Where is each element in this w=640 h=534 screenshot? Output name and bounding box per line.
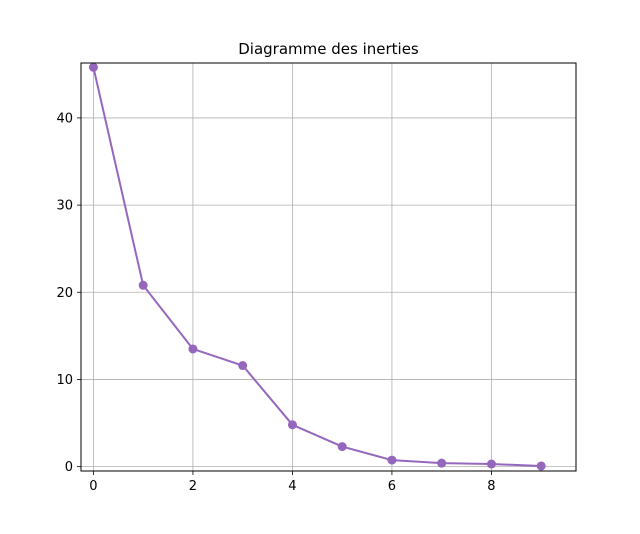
data-point	[486, 459, 496, 469]
data-point	[238, 361, 248, 371]
data-point	[387, 455, 397, 465]
x-tick-label: 0	[89, 479, 97, 494]
axis-ticks: 0 2 4 6 8 0 10 20 30 40	[56, 111, 495, 494]
y-tick-label: 0	[65, 460, 73, 475]
y-tick-label: 10	[56, 373, 73, 388]
y-tick-label: 20	[56, 286, 73, 301]
data-point	[287, 420, 297, 430]
chart-title: Diagramme des inerties	[238, 40, 419, 58]
series-layer	[88, 62, 546, 471]
y-tick-label: 30	[56, 199, 73, 214]
data-point	[437, 458, 447, 468]
data-point	[88, 62, 98, 72]
y-tick-label: 40	[56, 111, 73, 126]
x-tick-label: 4	[288, 479, 296, 494]
x-tick-label: 8	[487, 479, 495, 494]
gridlines	[81, 63, 576, 471]
data-point	[138, 280, 148, 290]
data-point	[337, 442, 347, 452]
x-tick-label: 6	[388, 479, 396, 494]
x-tick-label: 2	[189, 479, 197, 494]
series-line	[92, 67, 542, 467]
plot-area-frame	[80, 62, 577, 472]
data-point	[188, 344, 198, 354]
data-point	[536, 461, 546, 471]
